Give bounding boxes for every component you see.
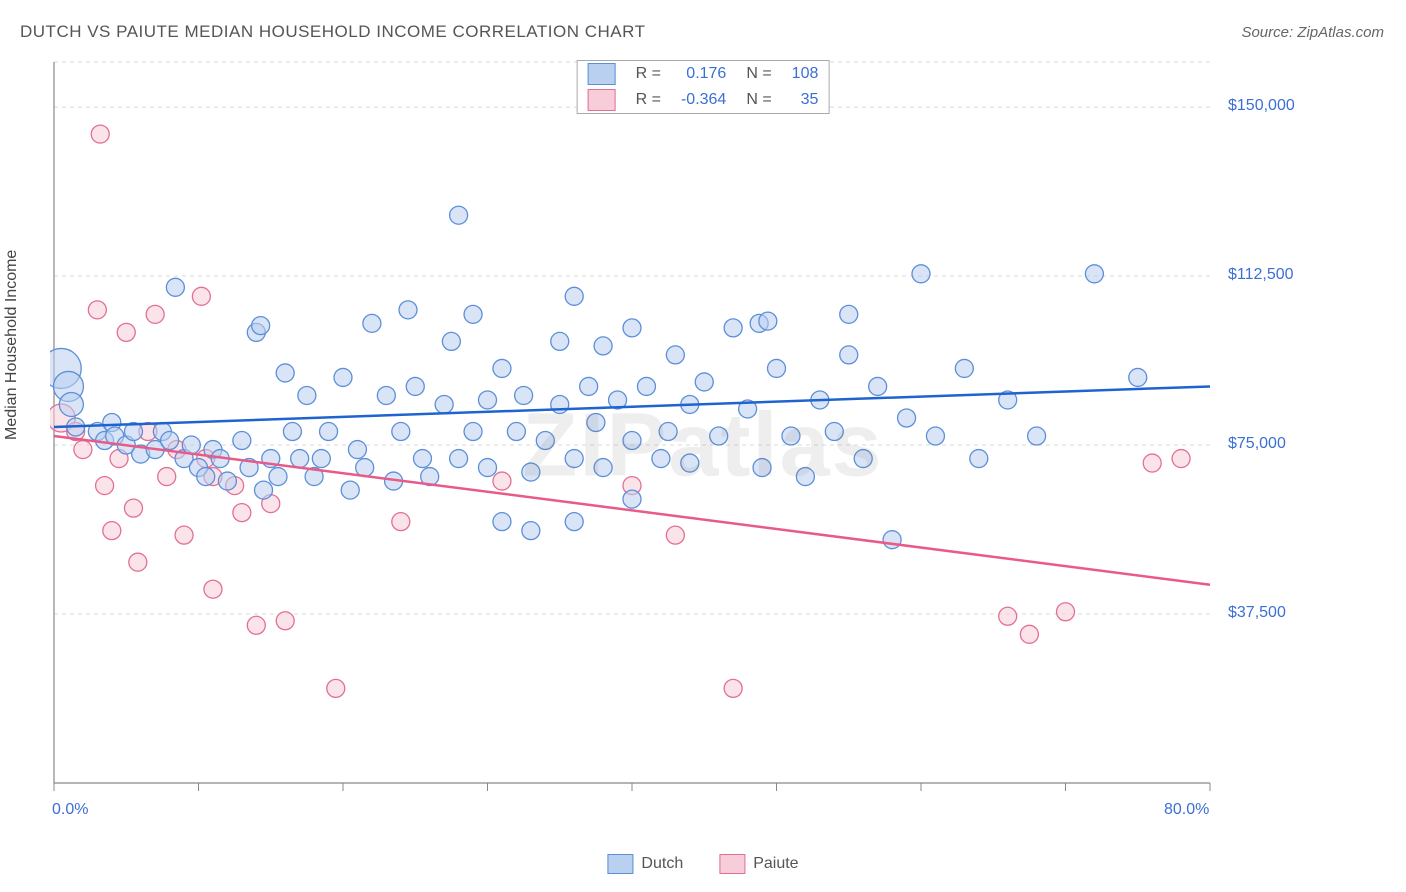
scatter-chart	[50, 58, 1380, 818]
y-tick-label: $112,500	[1228, 266, 1294, 284]
paiute-n-value: 35	[782, 87, 829, 113]
legend-label: Paiute	[753, 855, 798, 872]
legend-swatch	[607, 854, 633, 874]
y-axis-label: Median Household Income	[3, 250, 21, 440]
chart-title: DUTCH VS PAIUTE MEDIAN HOUSEHOLD INCOME …	[20, 22, 645, 42]
y-tick-label: $37,500	[1228, 604, 1286, 622]
dutch-swatch	[588, 63, 616, 85]
dutch-r-value: 0.176	[671, 61, 736, 87]
legend-item: Paiute	[719, 854, 798, 874]
n-label: N =	[736, 87, 781, 113]
series-legend: Dutch Paiute	[589, 854, 816, 874]
n-label: N =	[736, 61, 781, 87]
r-label: R =	[626, 87, 671, 113]
x-tick-label: 0.0%	[52, 801, 88, 819]
paiute-swatch	[588, 89, 616, 111]
legend-item: Dutch	[607, 854, 683, 874]
legend-swatch	[719, 854, 745, 874]
paiute-r-value: -0.364	[671, 87, 736, 113]
source-attribution: Source: ZipAtlas.com	[1241, 24, 1384, 41]
y-tick-label: $75,000	[1228, 435, 1286, 453]
correlation-legend: R = 0.176 N = 108 R = -0.364 N = 35	[577, 60, 830, 114]
y-tick-label: $150,000	[1228, 97, 1295, 115]
dutch-n-value: 108	[782, 61, 829, 87]
legend-label: Dutch	[641, 855, 683, 872]
r-label: R =	[626, 61, 671, 87]
legend-row-paiute: R = -0.364 N = 35	[578, 87, 829, 113]
chart-area	[50, 58, 1380, 818]
legend-row-dutch: R = 0.176 N = 108	[578, 61, 829, 87]
x-tick-label: 80.0%	[1164, 801, 1209, 819]
